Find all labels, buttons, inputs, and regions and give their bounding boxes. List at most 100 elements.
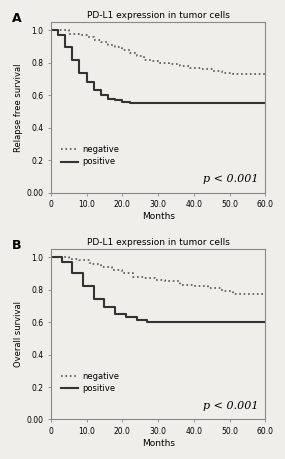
negative bbox=[78, 257, 81, 263]
Text: B: B bbox=[12, 239, 22, 252]
positive bbox=[71, 259, 74, 265]
negative bbox=[149, 57, 153, 62]
positive bbox=[106, 96, 110, 101]
negative bbox=[92, 37, 95, 43]
negative bbox=[264, 72, 267, 77]
negative bbox=[49, 254, 52, 260]
positive bbox=[139, 101, 142, 106]
negative bbox=[67, 256, 70, 262]
Text: p < 0.001: p < 0.001 bbox=[203, 174, 259, 184]
negative bbox=[231, 288, 235, 294]
negative bbox=[156, 60, 160, 66]
negative bbox=[164, 279, 167, 284]
negative bbox=[221, 288, 224, 294]
negative bbox=[153, 275, 156, 281]
positive bbox=[64, 44, 67, 50]
positive bbox=[64, 33, 67, 38]
positive bbox=[156, 319, 160, 325]
negative bbox=[192, 282, 196, 287]
positive bbox=[128, 101, 131, 106]
positive bbox=[71, 271, 74, 276]
negative bbox=[149, 58, 153, 64]
Text: p < 0.001: p < 0.001 bbox=[203, 401, 259, 411]
positive bbox=[85, 70, 88, 75]
positive bbox=[103, 305, 106, 310]
negative bbox=[264, 292, 267, 297]
negative bbox=[67, 254, 70, 260]
positive bbox=[113, 305, 117, 310]
negative bbox=[49, 28, 52, 33]
negative bbox=[131, 271, 135, 276]
positive bbox=[113, 97, 117, 103]
positive bbox=[121, 97, 124, 103]
negative bbox=[142, 274, 146, 280]
negative bbox=[128, 50, 131, 56]
positive bbox=[135, 314, 139, 320]
negative bbox=[67, 31, 70, 36]
positive bbox=[264, 101, 267, 106]
positive bbox=[92, 284, 95, 289]
negative bbox=[178, 63, 181, 69]
negative bbox=[78, 31, 81, 36]
negative bbox=[78, 256, 81, 262]
X-axis label: Months: Months bbox=[142, 212, 175, 221]
negative bbox=[106, 39, 110, 45]
positive bbox=[60, 254, 63, 260]
negative bbox=[106, 42, 110, 48]
positive bbox=[78, 70, 81, 75]
negative bbox=[121, 47, 124, 53]
Title: PD-L1 expression in tumor cells: PD-L1 expression in tumor cells bbox=[87, 11, 229, 20]
negative bbox=[88, 257, 92, 263]
negative bbox=[110, 264, 113, 269]
positive bbox=[113, 96, 117, 101]
positive bbox=[124, 314, 128, 320]
negative bbox=[142, 275, 146, 281]
negative bbox=[135, 50, 139, 56]
X-axis label: Months: Months bbox=[142, 439, 175, 448]
negative bbox=[199, 65, 203, 71]
negative bbox=[221, 285, 224, 291]
positive bbox=[56, 28, 60, 33]
positive bbox=[264, 319, 267, 325]
negative bbox=[99, 39, 103, 45]
negative bbox=[85, 33, 88, 38]
positive bbox=[146, 319, 149, 325]
Y-axis label: Relapse free survival: Relapse free survival bbox=[15, 63, 23, 152]
negative bbox=[131, 274, 135, 280]
negative bbox=[113, 44, 117, 50]
negative bbox=[189, 63, 192, 69]
positive bbox=[92, 297, 95, 302]
positive bbox=[156, 319, 160, 325]
Line: positive: positive bbox=[51, 30, 265, 103]
negative bbox=[167, 62, 170, 67]
negative bbox=[85, 34, 88, 39]
negative bbox=[67, 28, 70, 33]
positive bbox=[49, 254, 52, 260]
Line: positive: positive bbox=[51, 257, 265, 322]
positive bbox=[81, 284, 85, 289]
negative bbox=[153, 277, 156, 283]
negative bbox=[121, 267, 124, 273]
positive bbox=[81, 271, 85, 276]
negative bbox=[206, 285, 210, 291]
negative bbox=[206, 284, 210, 289]
positive bbox=[71, 44, 74, 50]
Title: PD-L1 expression in tumor cells: PD-L1 expression in tumor cells bbox=[87, 238, 229, 247]
negative bbox=[142, 54, 146, 59]
positive bbox=[99, 93, 103, 98]
negative bbox=[221, 68, 224, 74]
positive bbox=[149, 101, 153, 106]
Line: negative: negative bbox=[51, 30, 265, 74]
Y-axis label: Overall survival: Overall survival bbox=[15, 301, 23, 367]
Legend: negative, positive: negative, positive bbox=[59, 144, 121, 168]
negative bbox=[178, 282, 181, 287]
negative bbox=[199, 67, 203, 72]
positive bbox=[85, 79, 88, 85]
positive bbox=[121, 99, 124, 105]
positive bbox=[139, 101, 142, 106]
negative bbox=[156, 58, 160, 64]
positive bbox=[60, 259, 63, 265]
positive bbox=[135, 318, 139, 323]
positive bbox=[113, 311, 117, 317]
negative bbox=[99, 261, 103, 266]
